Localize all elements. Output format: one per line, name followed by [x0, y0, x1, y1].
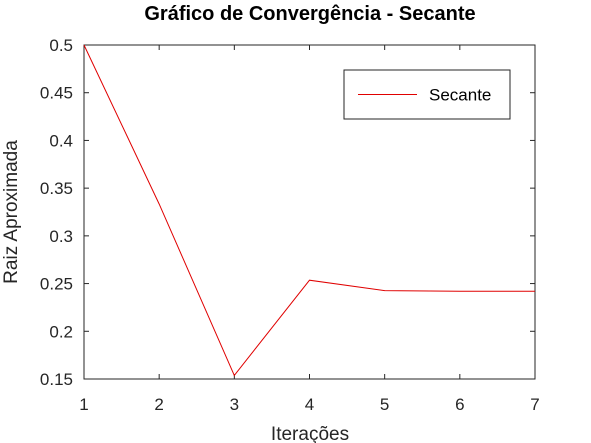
y-axis-label: Raiz Aproximada [1, 140, 22, 284]
x-tick-label: 2 [154, 395, 163, 414]
x-tick-label: 6 [455, 395, 464, 414]
x-tick-label: 1 [79, 395, 88, 414]
series-group [83, 44, 535, 377]
y-tick-label: 0.35 [40, 179, 73, 198]
y-tick-label: 0.25 [40, 275, 73, 294]
chart-title: Gráfico de Convergência - Secante [144, 3, 475, 25]
y-axis-ticks: 0.15 0.2 0.25 0.3 0.35 0.4 0.45 0.5 [40, 36, 535, 389]
x-axis-ticks: 1 2 3 4 5 6 7 [79, 45, 540, 414]
x-tick-label: 7 [530, 395, 539, 414]
x-tick-label: 3 [230, 395, 239, 414]
x-axis-label: Iterações [271, 424, 349, 443]
legend-label: Secante [429, 86, 491, 105]
y-tick-label: 0.5 [49, 36, 73, 55]
legend: Secante [343, 69, 511, 120]
x-tick-label: 4 [305, 395, 314, 414]
y-tick-label: 0.3 [49, 227, 73, 246]
series-line-secante [83, 44, 535, 377]
y-tick-label: 0.15 [40, 370, 73, 389]
x-tick-label: 5 [380, 395, 389, 414]
y-tick-label: 0.45 [40, 84, 73, 103]
y-tick-label: 0.4 [49, 131, 73, 150]
y-tick-label: 0.2 [49, 322, 73, 341]
